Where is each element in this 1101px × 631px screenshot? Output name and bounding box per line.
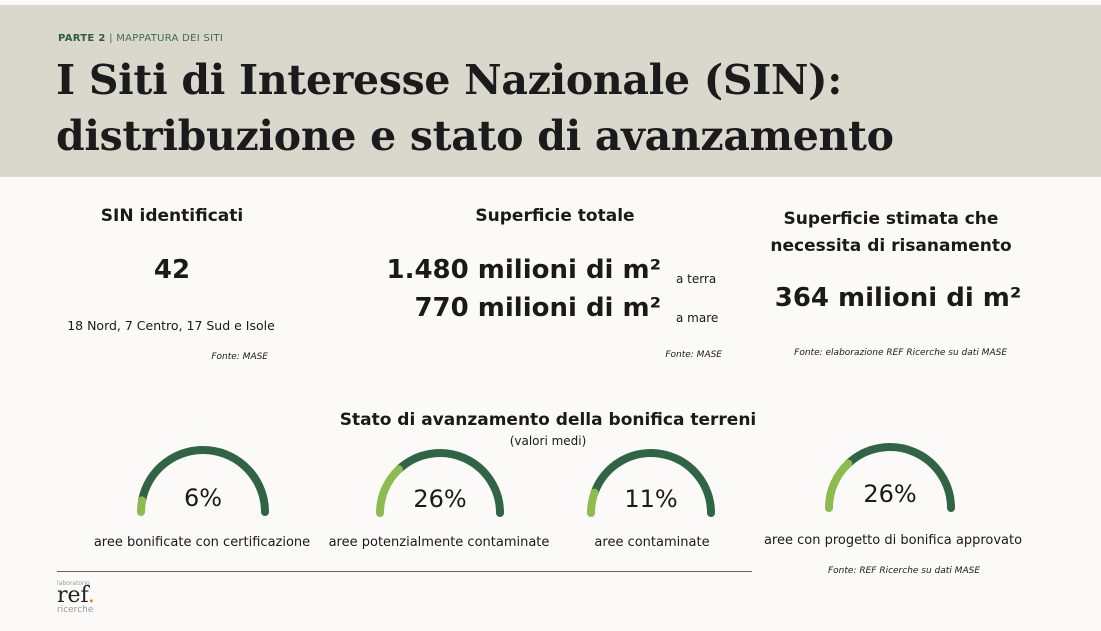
page-title: I Siti di Interesse Nazionale (SIN): dis… bbox=[56, 52, 894, 164]
progress-source: Fonte: REF Ricerche su dati MASE bbox=[827, 566, 981, 576]
remediation-heading-line-1: Superficie stimata che bbox=[783, 209, 999, 229]
gauge-track bbox=[590, 449, 715, 517]
header-band bbox=[0, 5, 1101, 177]
remediation-source: Fonte: elaborazione REF Ricerche su dati… bbox=[794, 348, 1007, 358]
progress-heading: Stato di avanzamento della bonifica terr… bbox=[339, 410, 757, 430]
gauge-fill bbox=[376, 465, 403, 517]
surface-land-value: 1.480 milioni di m² bbox=[386, 255, 661, 285]
surface-source: Fonte: MASE bbox=[665, 350, 722, 360]
gauge-label: aree con progetto di bonifica approvato bbox=[763, 533, 1023, 548]
part-label: PARTE 2 bbox=[58, 33, 106, 44]
remediation-value: 364 milioni di m² bbox=[774, 283, 1022, 313]
gauge-track bbox=[138, 446, 269, 516]
sin-value: 42 bbox=[153, 255, 191, 285]
gauge-track bbox=[394, 449, 504, 517]
gauge-track bbox=[844, 443, 955, 512]
surface-sea-value: 770 milioni di m² bbox=[414, 293, 661, 323]
gauge-label: aree bonificate con certificazione bbox=[93, 535, 311, 550]
remediation-heading-line-2: necessita di risanamento bbox=[770, 236, 1012, 256]
ref-ricerche-logo: laboratorio ref. ricerche bbox=[57, 580, 95, 615]
divider bbox=[57, 571, 752, 572]
section-kicker: PARTE 2 | MAPPATURA DEI SITI bbox=[58, 33, 223, 44]
surface-sea-label: a mare bbox=[676, 311, 719, 325]
separator: | bbox=[109, 33, 113, 44]
surface-heading: Superficie totale bbox=[475, 206, 635, 226]
gauge-label: aree potenzialmente contaminate bbox=[328, 535, 550, 550]
gauge-fill bbox=[587, 488, 599, 517]
title-line-1: I Siti di Interesse Nazionale (SIN): bbox=[56, 56, 843, 104]
section-label: MAPPATURA DEI SITI bbox=[116, 33, 224, 44]
gauge-value: 26% bbox=[413, 485, 467, 513]
remediation-heading: Superficie stimata che necessita di risa… bbox=[770, 206, 1011, 260]
sin-heading: SIN identificati bbox=[100, 206, 244, 226]
sin-source: Fonte: MASE bbox=[211, 352, 268, 362]
gauge-value: 6% bbox=[183, 484, 223, 512]
progress-subheading: (valori medi) bbox=[509, 434, 587, 448]
gauge-fill bbox=[825, 459, 853, 512]
title-line-2: distribuzione e stato di avanzamento bbox=[56, 112, 894, 160]
surface-land-label: a terra bbox=[676, 272, 717, 286]
gauge-fill bbox=[137, 496, 147, 516]
sin-detail: 18 Nord, 7 Centro, 17 Sud e Isole bbox=[67, 318, 275, 333]
gauge-value: 11% bbox=[624, 485, 678, 513]
gauge-label: aree contaminate bbox=[594, 535, 710, 550]
gauge-value: 26% bbox=[863, 480, 917, 508]
